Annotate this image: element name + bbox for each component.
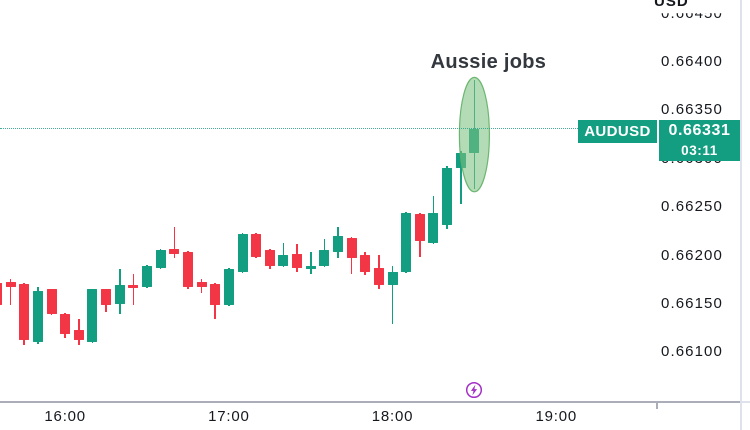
time-axis-line-corner <box>740 401 750 403</box>
candle <box>5 281 16 287</box>
candle <box>292 253 303 269</box>
candle-wick <box>9 278 12 305</box>
candle <box>87 289 98 342</box>
pane-right-border <box>740 0 742 430</box>
price-axis-label: 0.66150 <box>661 295 723 312</box>
candle <box>319 249 330 267</box>
price-axis-label: 0.66350 <box>661 101 723 119</box>
candle <box>46 289 57 314</box>
candle <box>19 283 30 340</box>
time-axis-label: 17:00 <box>208 408 250 425</box>
candle-wick <box>132 273 135 305</box>
candle <box>223 269 234 305</box>
candle <box>346 238 357 259</box>
candle <box>360 254 371 273</box>
candle <box>60 313 71 334</box>
current-price-line <box>0 127 578 129</box>
axis-separator-tick <box>656 401 658 409</box>
price-axis-label: 0.66400 <box>661 53 723 70</box>
candle <box>0 282 2 305</box>
lightning-icon <box>466 381 483 399</box>
last-price-value: 0.66331 <box>668 122 731 139</box>
symbol-label: AUDUSD <box>578 120 657 143</box>
price-axis[interactable]: USD 0.664500.664000.663500.663000.662500… <box>654 0 750 430</box>
chart-annotation-text[interactable]: Aussie jobs <box>430 51 547 73</box>
economic-event-marker[interactable] <box>465 381 483 399</box>
last-price-badge: AUDUSD 0.66331 03:11 <box>578 120 740 161</box>
price-axis-currency-label: USD <box>654 0 689 10</box>
candle <box>114 284 125 304</box>
candle <box>442 167 453 225</box>
price-axis-label: 0.66100 <box>661 343 723 361</box>
candle-wick <box>391 266 394 325</box>
candle <box>182 251 193 287</box>
time-axis-label: 16:00 <box>44 408 86 425</box>
candle <box>414 213 425 242</box>
candle <box>251 234 262 257</box>
candle <box>32 291 43 342</box>
candle <box>264 249 275 267</box>
time-axis-label: 19:00 <box>535 408 578 425</box>
candle <box>401 213 412 273</box>
candle <box>305 266 316 270</box>
candle-wick <box>173 226 176 259</box>
bar-countdown: 03:11 <box>681 143 718 158</box>
price-axis-label: 0.66450 <box>661 4 723 22</box>
candle <box>128 284 139 289</box>
candle <box>237 234 248 273</box>
candle-wick <box>309 251 312 274</box>
time-axis-label: 18:00 <box>371 408 414 425</box>
candle <box>333 236 343 252</box>
candle <box>278 254 289 267</box>
candle <box>373 268 384 285</box>
candle <box>210 283 221 305</box>
time-axis-line <box>0 401 740 403</box>
candle <box>387 272 398 285</box>
candle <box>101 289 112 305</box>
candle <box>155 249 166 269</box>
candle <box>142 266 153 287</box>
candle <box>428 213 439 243</box>
price-axis-label: 0.66250 <box>661 198 723 216</box>
price-axis-label: 0.66200 <box>661 246 723 264</box>
last-price-box: 0.66331 03:11 <box>659 120 740 161</box>
candle <box>73 330 84 340</box>
candle <box>169 248 180 254</box>
candle <box>196 281 207 287</box>
